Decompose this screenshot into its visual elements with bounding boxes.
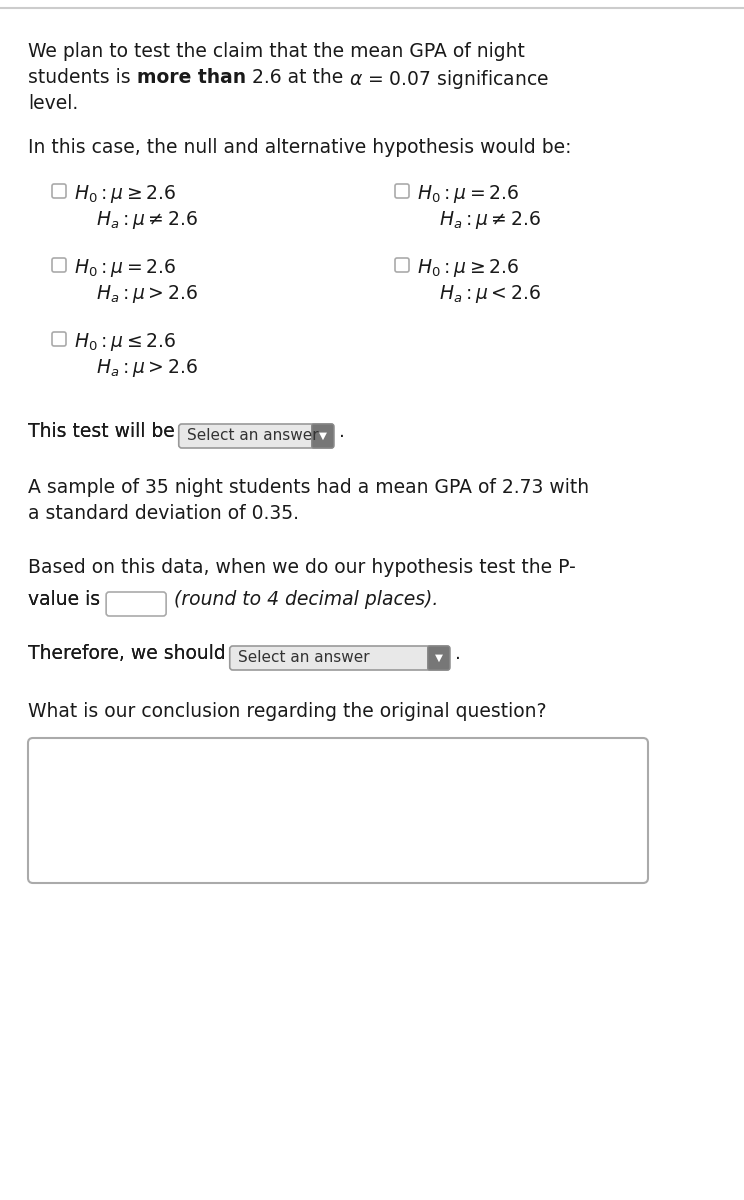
Text: $H_0: \mu \leq 2.6$: $H_0: \mu \leq 2.6$ <box>74 331 176 353</box>
FancyBboxPatch shape <box>52 184 66 198</box>
Text: $\alpha$ = 0.07 significance: $\alpha$ = 0.07 significance <box>349 68 549 91</box>
FancyBboxPatch shape <box>106 592 166 616</box>
Text: In this case, the null and alternative hypothesis would be:: In this case, the null and alternative h… <box>28 138 571 157</box>
Text: This test will be: This test will be <box>28 422 175 440</box>
Text: Based on this data, when we do our hypothesis test the P-: Based on this data, when we do our hypot… <box>28 558 576 577</box>
FancyBboxPatch shape <box>428 646 450 670</box>
Text: Select an answer: Select an answer <box>238 650 369 666</box>
Text: $H_a: \mu \neq 2.6$: $H_a: \mu \neq 2.6$ <box>439 209 541 230</box>
FancyBboxPatch shape <box>312 424 334 448</box>
FancyBboxPatch shape <box>230 646 450 670</box>
Text: Therefore, we should: Therefore, we should <box>28 644 225 662</box>
Text: What is our conclusion regarding the original question?: What is our conclusion regarding the ori… <box>28 702 547 721</box>
FancyBboxPatch shape <box>395 258 409 272</box>
FancyBboxPatch shape <box>179 424 334 448</box>
Text: a standard deviation of 0.35.: a standard deviation of 0.35. <box>28 504 299 523</box>
Text: $H_a: \mu > 2.6$: $H_a: \mu > 2.6$ <box>96 283 198 305</box>
Text: $H_a: \mu \neq 2.6$: $H_a: \mu \neq 2.6$ <box>96 209 198 230</box>
FancyBboxPatch shape <box>28 738 648 883</box>
Text: .: . <box>339 422 344 440</box>
Text: We plan to test the claim that the mean GPA of night: We plan to test the claim that the mean … <box>28 42 525 61</box>
Text: $H_0: \mu = 2.6$: $H_0: \mu = 2.6$ <box>417 182 519 205</box>
Text: This test will be: This test will be <box>28 422 175 440</box>
Text: (round to 4 decimal places).: (round to 4 decimal places). <box>174 590 438 608</box>
FancyBboxPatch shape <box>52 258 66 272</box>
Text: $H_a: \mu < 2.6$: $H_a: \mu < 2.6$ <box>439 283 541 305</box>
FancyBboxPatch shape <box>395 184 409 198</box>
Text: A sample of 35 night students had a mean GPA of 2.73 with: A sample of 35 night students had a mean… <box>28 478 589 497</box>
Text: ▼: ▼ <box>318 431 327 440</box>
Text: more than: more than <box>137 68 246 86</box>
Text: level.: level. <box>28 94 78 113</box>
Text: ▼: ▼ <box>434 653 443 662</box>
Text: 2.6 at the: 2.6 at the <box>246 68 349 86</box>
Text: students is: students is <box>28 68 137 86</box>
Text: $H_0: \mu = 2.6$: $H_0: \mu = 2.6$ <box>74 257 176 278</box>
FancyBboxPatch shape <box>52 332 66 346</box>
Text: $H_a: \mu > 2.6$: $H_a: \mu > 2.6$ <box>96 358 198 379</box>
Text: Therefore, we should: Therefore, we should <box>28 644 225 662</box>
Text: .: . <box>455 644 461 662</box>
Text: $H_0: \mu \geq 2.6$: $H_0: \mu \geq 2.6$ <box>74 182 176 205</box>
Text: value is: value is <box>28 590 100 608</box>
Text: value is: value is <box>28 590 100 608</box>
Text: $H_0: \mu \geq 2.6$: $H_0: \mu \geq 2.6$ <box>417 257 519 278</box>
Text: Select an answer: Select an answer <box>187 428 318 444</box>
